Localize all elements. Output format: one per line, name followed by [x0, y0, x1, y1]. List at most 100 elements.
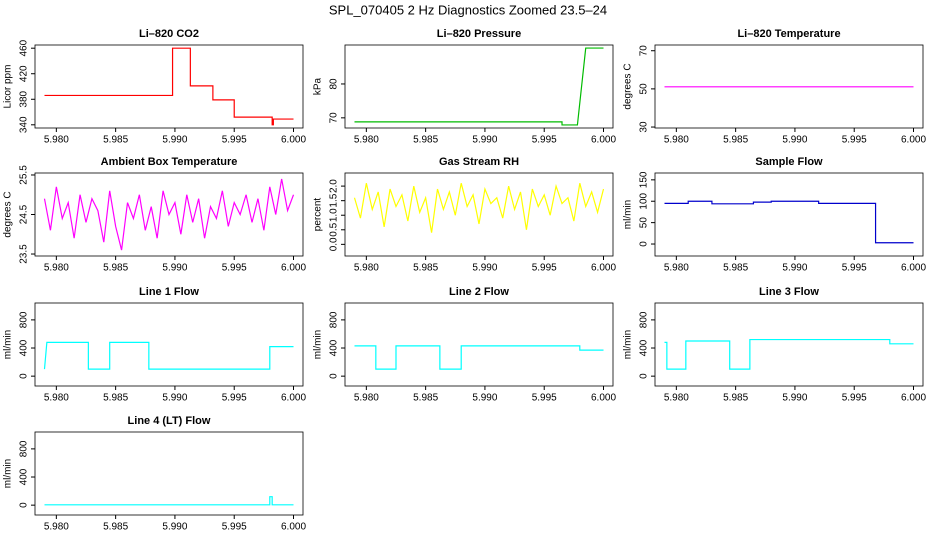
x-tick-label: 5.995	[222, 263, 247, 274]
y-tick-label: 800	[19, 440, 30, 457]
y-tick-label: 30	[639, 121, 650, 133]
x-tick-label: 5.980	[44, 135, 69, 146]
x-tick-label: 5.980	[44, 522, 69, 533]
x-tick-label: 6.000	[281, 263, 306, 274]
x-tick-label: 5.980	[354, 263, 379, 274]
x-tick-label: 5.990	[162, 263, 187, 274]
y-axis-label: percent	[313, 198, 324, 232]
plot-frame	[34, 431, 304, 516]
x-tick-label: 5.985	[103, 522, 128, 533]
x-tick-label: 5.995	[842, 263, 867, 274]
panel-title: Li–820 Temperature	[737, 28, 840, 40]
data-line	[44, 47, 294, 126]
page-title: SPL_070405 2 Hz Diagnostics Zoomed 23.5–…	[329, 2, 607, 17]
y-axis-label: kPa	[313, 77, 324, 95]
y-tick-label: 420	[19, 65, 30, 82]
y-tick-label: 1.5	[329, 193, 340, 207]
x-tick-label: 5.995	[842, 393, 867, 404]
x-tick-label: 5.990	[782, 135, 807, 146]
x-tick-label: 6.000	[591, 263, 616, 274]
x-tick-label: 5.995	[532, 263, 557, 274]
y-tick-label: 80	[329, 78, 340, 90]
x-tick-label: 5.980	[354, 393, 379, 404]
x-tick-label: 6.000	[901, 393, 926, 404]
x-tick-label: 5.980	[664, 393, 689, 404]
x-tick-label: 5.985	[413, 263, 438, 274]
x-tick-label: 5.990	[162, 522, 187, 533]
y-tick-label: 380	[19, 90, 30, 107]
plot-frame	[34, 302, 304, 387]
panel-title: Line 2 Flow	[449, 286, 509, 298]
y-tick-label: 460	[19, 39, 30, 56]
x-tick-label: 5.995	[222, 393, 247, 404]
panel-title: Sample Flow	[755, 156, 823, 168]
x-tick-label: 5.985	[103, 263, 128, 274]
y-tick-label: 400	[19, 468, 30, 485]
y-axis-label: degrees C	[3, 191, 14, 237]
x-tick-label: 6.000	[591, 393, 616, 404]
y-tick-label: 50	[639, 217, 650, 229]
y-axis-label: Licor ppm	[3, 65, 14, 109]
panel-title: Line 4 (LT) Flow	[128, 415, 211, 427]
x-tick-label: 5.985	[723, 135, 748, 146]
x-tick-label: 5.995	[842, 135, 867, 146]
x-tick-label: 5.995	[532, 135, 557, 146]
x-tick-label: 5.980	[44, 263, 69, 274]
y-tick-label: 800	[19, 311, 30, 328]
panel-title: Line 3 Flow	[759, 286, 819, 298]
y-axis-label: ml/min	[313, 330, 324, 359]
panel-title: Line 1 Flow	[139, 286, 199, 298]
y-tick-label: 24.5	[19, 204, 30, 224]
y-tick-label: 0	[329, 373, 340, 379]
data-line	[664, 338, 914, 370]
y-tick-label: 2.0	[329, 179, 340, 193]
y-tick-label: 0	[639, 373, 650, 379]
data-line	[43, 341, 294, 370]
x-tick-label: 5.990	[162, 135, 187, 146]
y-axis-label: ml/min	[3, 459, 14, 488]
y-tick-label: 23.5	[19, 244, 30, 264]
y-tick-label: 150	[639, 171, 650, 188]
data-line	[353, 183, 605, 233]
x-tick-label: 5.980	[664, 135, 689, 146]
x-tick-label: 5.990	[782, 393, 807, 404]
plot-frame	[344, 172, 614, 257]
y-tick-label: 0.0	[329, 237, 340, 251]
plot-frame	[654, 44, 924, 129]
y-tick-label: 70	[639, 45, 650, 57]
y-axis-label: ml/min	[623, 330, 634, 359]
x-tick-label: 6.000	[281, 135, 306, 146]
y-tick-label: 400	[19, 339, 30, 356]
y-tick-label: 400	[639, 339, 650, 356]
y-tick-label: 0	[639, 241, 650, 247]
y-tick-label: 400	[329, 339, 340, 356]
data-line	[43, 178, 295, 251]
x-tick-label: 5.985	[103, 135, 128, 146]
x-tick-label: 6.000	[901, 263, 926, 274]
plot-frame	[344, 44, 614, 129]
data-line	[354, 345, 604, 370]
y-tick-label: 800	[639, 311, 650, 328]
y-tick-label: 0.5	[329, 222, 340, 236]
x-tick-label: 5.985	[723, 263, 748, 274]
x-tick-label: 5.995	[532, 393, 557, 404]
y-tick-label: 50	[639, 83, 650, 95]
y-tick-label: 0	[19, 373, 30, 379]
x-tick-label: 5.980	[44, 393, 69, 404]
x-tick-label: 6.000	[901, 135, 926, 146]
x-tick-label: 5.990	[472, 135, 497, 146]
y-tick-label: 800	[329, 311, 340, 328]
x-tick-label: 5.985	[723, 393, 748, 404]
x-tick-label: 5.995	[222, 522, 247, 533]
x-tick-label: 5.985	[413, 135, 438, 146]
y-tick-label: 0	[19, 502, 30, 508]
plot-frame	[654, 172, 924, 257]
data-line	[664, 200, 914, 244]
panel-title: Gas Stream RH	[439, 156, 519, 168]
y-axis-label: ml/min	[623, 200, 634, 229]
x-tick-label: 6.000	[281, 393, 306, 404]
y-tick-label: 25.5	[19, 165, 30, 185]
x-tick-label: 5.985	[103, 393, 128, 404]
data-line	[44, 496, 294, 506]
